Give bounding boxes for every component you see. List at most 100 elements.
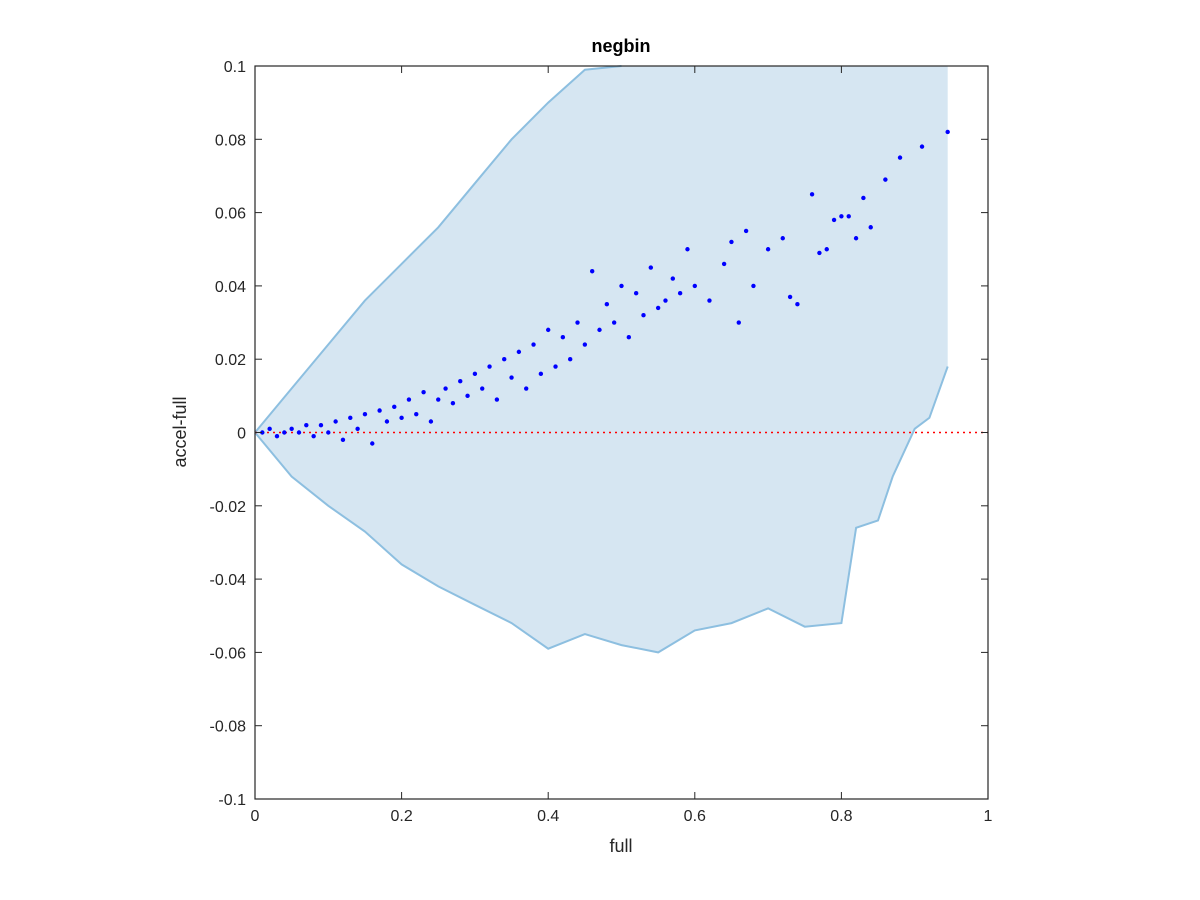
x-axis-label: full <box>609 836 632 856</box>
data-point <box>582 342 588 347</box>
x-tick-label: 0.8 <box>830 808 852 825</box>
data-point <box>824 247 829 252</box>
data-point <box>414 411 419 417</box>
data-point <box>406 397 412 402</box>
data-point <box>524 386 529 391</box>
data-point <box>546 327 551 333</box>
data-point <box>326 430 331 435</box>
data-point <box>707 298 712 303</box>
data-point <box>589 269 595 274</box>
data-point <box>348 415 353 421</box>
x-tick-label: 0.4 <box>537 808 559 825</box>
data-point <box>721 261 727 267</box>
data-point <box>480 386 485 391</box>
y-tick-label: 0.1 <box>224 59 246 76</box>
data-point <box>677 291 683 296</box>
data-point <box>267 426 272 432</box>
x-tick-label: 0 <box>251 808 260 825</box>
data-point <box>663 298 668 303</box>
data-point <box>567 357 573 362</box>
chart-title: negbin <box>592 36 651 56</box>
data-point <box>604 302 610 307</box>
data-point <box>945 129 950 135</box>
y-tick-label: 0.04 <box>215 279 246 296</box>
data-point <box>421 389 426 395</box>
data-point <box>575 320 580 325</box>
data-point <box>487 364 492 369</box>
data-point <box>428 419 434 424</box>
data-point <box>392 404 397 410</box>
data-point <box>494 397 500 402</box>
y-tick-label: -0.04 <box>210 572 247 589</box>
data-point <box>626 335 632 340</box>
data-point <box>765 247 771 252</box>
data-point <box>465 393 470 399</box>
data-point <box>274 433 280 439</box>
data-point <box>399 415 404 421</box>
y-axis-label: accel-full <box>170 396 190 467</box>
data-point <box>443 386 448 391</box>
data-point <box>289 426 294 432</box>
data-point <box>304 422 309 428</box>
data-point <box>846 214 851 219</box>
data-point <box>377 408 382 413</box>
data-point <box>751 283 756 289</box>
y-tick-label: -0.02 <box>210 499 247 516</box>
data-point <box>355 426 360 432</box>
data-point <box>853 236 859 241</box>
data-point <box>883 177 888 182</box>
data-point <box>436 397 441 402</box>
data-point <box>839 214 844 219</box>
data-point <box>743 228 749 234</box>
data-point <box>861 195 866 201</box>
data-point <box>472 371 478 377</box>
y-tick-label: -0.06 <box>210 645 247 662</box>
data-point <box>560 335 566 340</box>
data-point <box>362 411 368 417</box>
data-point <box>553 364 558 369</box>
data-point <box>736 320 741 325</box>
data-point <box>817 250 822 256</box>
y-tick-label: 0 <box>237 426 246 443</box>
band-fill <box>255 66 948 653</box>
data-point <box>318 422 324 428</box>
x-tick-label: 0.6 <box>684 808 706 825</box>
x-tick-label: 1 <box>984 808 993 825</box>
data-point <box>619 283 624 289</box>
data-point <box>729 239 734 245</box>
data-point <box>670 276 676 281</box>
y-tick-label: 0.02 <box>215 352 246 369</box>
data-point <box>531 342 536 347</box>
data-point <box>370 441 375 446</box>
data-point <box>296 430 302 435</box>
ticks: 0 0.2 0.4 0.6 0.8 1 -0.1 -0.08 -0.06 -0.04 -0.02 0 0… <box>210 59 993 825</box>
data-point <box>831 217 837 223</box>
data-point <box>897 155 903 160</box>
y-tick-label: 0.06 <box>215 206 246 223</box>
data-point <box>458 378 463 384</box>
data-point <box>633 291 639 296</box>
band-lower-line <box>254 366 949 654</box>
band-upper-line <box>254 65 622 434</box>
data-point <box>516 349 522 355</box>
data-point <box>538 371 544 377</box>
data-point <box>809 192 815 197</box>
data-point <box>787 294 793 300</box>
data-point <box>685 247 690 252</box>
data-point <box>311 433 316 439</box>
data-point <box>919 144 925 149</box>
data-point <box>780 236 785 241</box>
data-point <box>692 283 697 289</box>
data-point <box>384 419 390 424</box>
y-tick-label: 0.08 <box>215 132 246 149</box>
data-point <box>648 265 654 270</box>
data-point <box>333 419 338 424</box>
data-point <box>282 430 287 435</box>
data-point <box>509 375 514 380</box>
data-point <box>641 313 646 318</box>
confidence-band <box>254 65 949 654</box>
data-point <box>597 327 602 333</box>
data-point <box>868 225 873 230</box>
data-point <box>450 400 456 406</box>
